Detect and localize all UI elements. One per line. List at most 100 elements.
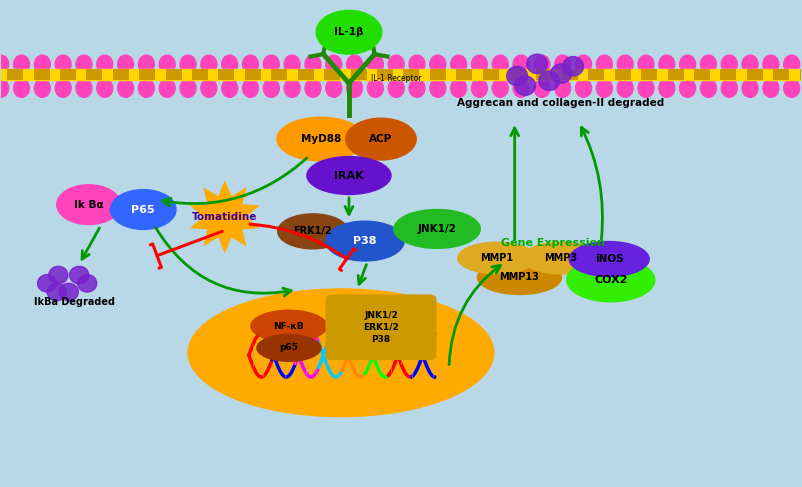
Ellipse shape	[618, 79, 633, 97]
Ellipse shape	[277, 117, 365, 161]
Bar	[773, 69, 789, 80]
Ellipse shape	[576, 79, 592, 97]
Bar	[562, 69, 578, 80]
Ellipse shape	[200, 79, 217, 97]
Bar	[747, 69, 763, 80]
Ellipse shape	[180, 79, 196, 97]
Ellipse shape	[522, 243, 601, 274]
Text: ACP: ACP	[370, 134, 393, 144]
Ellipse shape	[263, 79, 279, 97]
Text: IRAK: IRAK	[334, 170, 364, 181]
Ellipse shape	[305, 55, 321, 74]
Bar	[377, 69, 393, 80]
Ellipse shape	[742, 79, 758, 97]
Ellipse shape	[492, 55, 508, 74]
Bar	[298, 69, 314, 80]
Bar	[245, 69, 261, 80]
Ellipse shape	[742, 55, 758, 74]
Ellipse shape	[0, 79, 9, 97]
Text: MMP3: MMP3	[545, 253, 577, 263]
Bar	[536, 69, 552, 80]
Ellipse shape	[251, 310, 327, 342]
Ellipse shape	[14, 79, 30, 97]
Ellipse shape	[76, 55, 92, 74]
Ellipse shape	[394, 209, 480, 248]
Ellipse shape	[515, 76, 536, 95]
Ellipse shape	[555, 55, 571, 74]
Ellipse shape	[38, 275, 57, 292]
Ellipse shape	[507, 66, 528, 86]
Ellipse shape	[97, 55, 113, 74]
Text: IL-1β: IL-1β	[334, 27, 364, 37]
Ellipse shape	[221, 55, 237, 74]
Ellipse shape	[597, 79, 613, 97]
Ellipse shape	[326, 79, 342, 97]
Ellipse shape	[409, 55, 425, 74]
Ellipse shape	[118, 79, 134, 97]
Ellipse shape	[551, 64, 572, 83]
Ellipse shape	[679, 55, 695, 74]
Ellipse shape	[78, 275, 97, 292]
Ellipse shape	[388, 55, 404, 74]
Ellipse shape	[70, 266, 89, 284]
Ellipse shape	[409, 79, 425, 97]
Bar	[641, 69, 657, 80]
Text: MMP13: MMP13	[500, 273, 540, 282]
Bar	[720, 69, 736, 80]
Ellipse shape	[257, 335, 321, 361]
Bar	[509, 69, 525, 80]
Ellipse shape	[284, 79, 300, 97]
Ellipse shape	[597, 55, 613, 74]
Ellipse shape	[458, 243, 537, 274]
Ellipse shape	[49, 266, 68, 284]
Ellipse shape	[763, 55, 779, 74]
Ellipse shape	[492, 79, 508, 97]
Bar	[140, 69, 156, 80]
Text: P38: P38	[353, 236, 377, 246]
Ellipse shape	[0, 55, 9, 74]
Text: IL-1 Receptor: IL-1 Receptor	[371, 74, 422, 83]
Bar	[589, 69, 605, 80]
Ellipse shape	[242, 55, 258, 74]
Text: Aggrecan and collagen-II degraded: Aggrecan and collagen-II degraded	[457, 98, 665, 108]
Ellipse shape	[555, 79, 571, 97]
Bar	[60, 69, 76, 80]
Ellipse shape	[477, 261, 561, 295]
Ellipse shape	[305, 79, 321, 97]
Text: p65: p65	[279, 343, 298, 353]
Ellipse shape	[658, 55, 674, 74]
Text: COX2: COX2	[594, 275, 627, 285]
Ellipse shape	[55, 79, 71, 97]
Ellipse shape	[200, 55, 217, 74]
Ellipse shape	[721, 79, 737, 97]
Ellipse shape	[700, 79, 716, 97]
Ellipse shape	[784, 55, 800, 74]
Text: Ik Bα: Ik Bα	[74, 200, 103, 209]
Ellipse shape	[430, 79, 446, 97]
Text: IkBa Degraded: IkBa Degraded	[34, 297, 115, 307]
Ellipse shape	[472, 79, 488, 97]
Ellipse shape	[284, 55, 300, 74]
Ellipse shape	[367, 79, 383, 97]
Ellipse shape	[59, 283, 79, 301]
Ellipse shape	[430, 55, 446, 74]
Ellipse shape	[47, 283, 67, 301]
Ellipse shape	[576, 55, 592, 74]
Bar	[800, 69, 802, 80]
Bar	[615, 69, 631, 80]
Text: Gene Expression: Gene Expression	[501, 239, 606, 248]
Polygon shape	[193, 184, 257, 250]
Text: JNK1/2
ERK1/2
P38: JNK1/2 ERK1/2 P38	[363, 311, 399, 343]
Ellipse shape	[721, 55, 737, 74]
Text: iNOS: iNOS	[595, 254, 623, 264]
Ellipse shape	[55, 55, 71, 74]
Ellipse shape	[563, 56, 584, 76]
Bar	[166, 69, 181, 80]
Ellipse shape	[658, 79, 674, 97]
Ellipse shape	[139, 79, 155, 97]
Bar	[34, 69, 50, 80]
Bar	[271, 69, 287, 80]
Ellipse shape	[513, 79, 529, 97]
Ellipse shape	[513, 55, 529, 74]
Bar	[667, 69, 683, 80]
